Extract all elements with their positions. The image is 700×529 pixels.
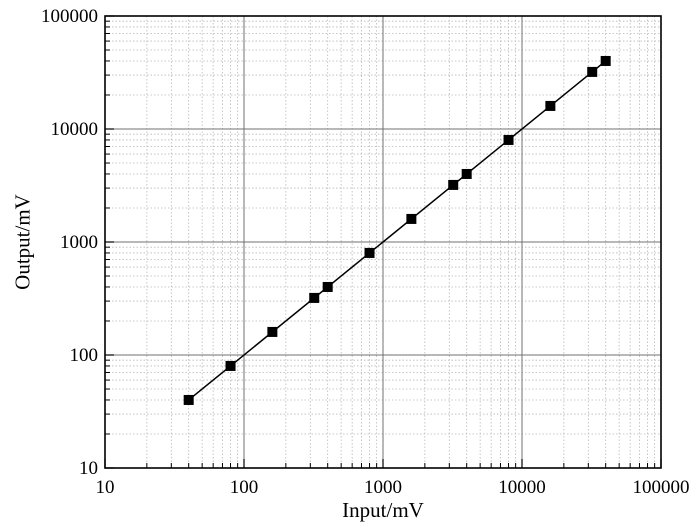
plot-frame [104,15,662,469]
data-series [183,55,611,405]
x-tick-label: 1000 [364,477,402,498]
x-tick-labels: 10 100 1000 10000 100000 [96,477,690,498]
data-point [461,168,472,179]
y-tick-labels: 10 100 1000 10000 100000 [41,6,98,479]
x-axis-title: Input/mV [342,498,424,522]
y-tick-label: 10000 [51,119,99,140]
data-point [225,360,236,371]
trend-line [188,60,607,401]
y-tick-label: 100 [70,345,99,366]
data-point [587,66,598,77]
data-point [309,292,320,303]
data-point [448,179,459,190]
x-tick-label: 100 [230,477,259,498]
x-tick-label: 100000 [633,477,690,498]
data-point [503,134,514,145]
data-point [364,247,375,258]
y-tick-label: 10 [79,458,98,479]
data-point [267,326,278,337]
data-point [322,281,333,292]
data-point [406,213,417,224]
data-point [545,100,556,111]
x-tick-label: 10 [96,477,115,498]
data-point [600,55,611,66]
tick-marks [104,15,662,469]
y-axis-title: Output/mV [10,194,34,290]
x-tick-label: 10000 [498,477,546,498]
y-tick-label: 1000 [60,232,98,253]
y-tick-label: 100000 [41,6,98,27]
data-point [183,394,194,405]
